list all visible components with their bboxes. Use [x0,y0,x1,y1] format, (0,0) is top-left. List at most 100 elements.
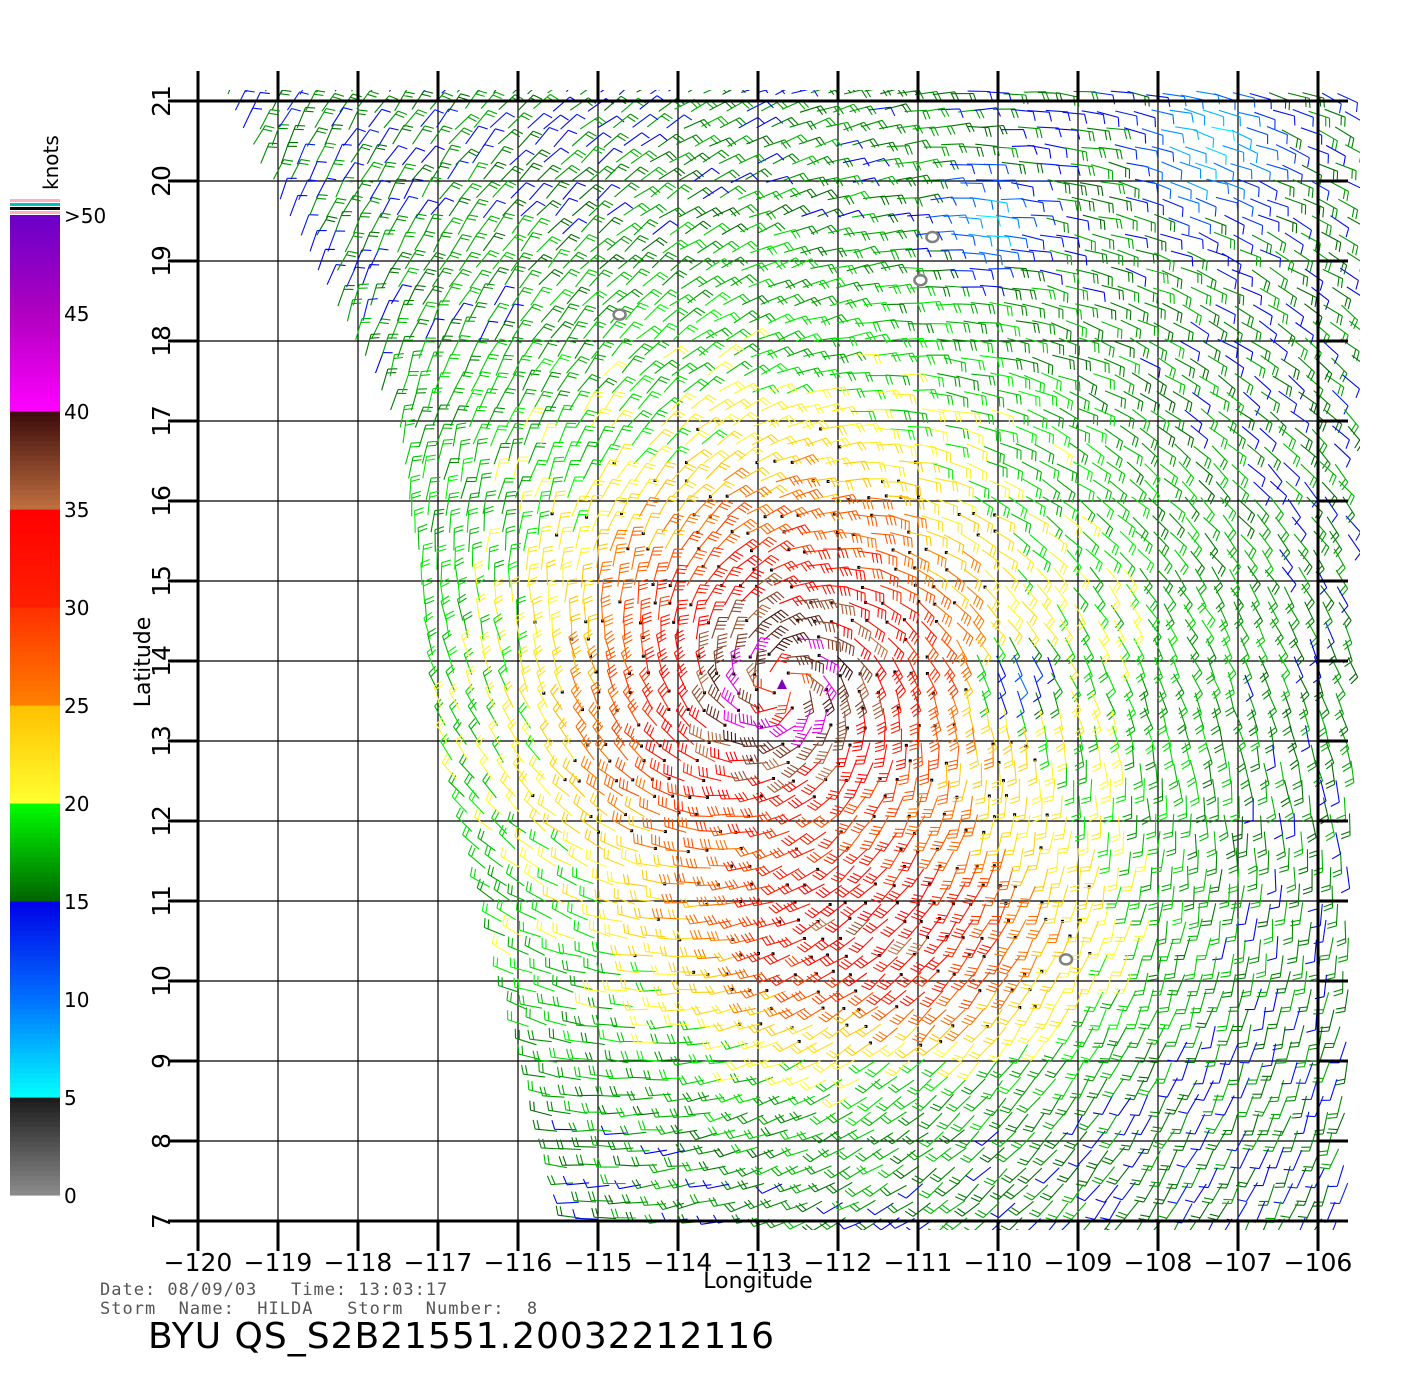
wind-barb [580,496,1071,1042]
wind-barb [726,484,971,1043]
wind-barb [757,811,978,887]
wind-barb [704,566,853,796]
colorbar-band [10,215,60,221]
colorbar-band [10,396,60,402]
rain-flag-dot [821,1006,825,1010]
colorbar-band [10,567,60,574]
longitude-tick-label: −108 [1124,1248,1193,1277]
wind-barb [523,386,1073,1078]
colorbar-cap-stripe-black [10,207,60,210]
colorbar-band [10,1106,60,1113]
wind-barb [1230,163,1253,180]
colorbar-band [10,974,60,980]
colorbar-band [10,322,60,329]
colorbar-band [10,1116,60,1123]
wind-barb [763,625,789,641]
rain-flag-dot [936,969,940,973]
colorbar-band [10,631,60,637]
rain-flag-dot [848,743,852,747]
rain-flag-dot [738,1022,742,1026]
wind-barb [763,139,1251,1230]
wind-barb [414,496,1208,1123]
colorbar-band [10,425,60,432]
rain-flag-dot [563,778,567,782]
wind-barb [587,467,988,1018]
wind-barb [950,197,977,208]
wind-barb [620,409,1067,1080]
colorbar-band [10,401,60,407]
colorbar-band [10,950,60,956]
wind-barb [633,549,1036,1010]
wind-barb [398,222,1297,1096]
wind-barb [493,446,1102,1058]
wind-barb [501,496,1120,1045]
colorbar-band [10,734,60,740]
colorbar-band [10,445,60,451]
wind-barb [381,90,1360,1222]
wind-barb [798,638,825,650]
colorbar-band [10,714,60,721]
wind-barb [721,687,739,711]
wind-barb [575,393,1078,1071]
colorbar-band [10,376,60,383]
wind-barb [832,690,852,751]
wind-barb [571,645,582,673]
wind-barb [441,432,1110,1069]
wind-barb [683,538,972,948]
colorbar-band [10,842,60,848]
wind-barb [730,770,757,782]
wind-barb [546,480,1031,1041]
colorbar-band [10,636,60,642]
wind-barb [605,531,814,851]
wind-barb [975,780,1069,1045]
rain-flag-dot [597,830,601,834]
colorbar-band [10,690,60,696]
wind-barb [717,789,941,937]
wind-barb [390,90,1355,1202]
colorbar-band [10,695,60,701]
wind-barb [556,511,1023,957]
wind-barb [792,710,811,732]
colorbar-band [10,866,60,873]
rain-flag-dot [893,670,897,674]
wind-barb [640,463,1036,991]
rain-flag-dot [604,742,608,746]
rain-flag-dot [1001,779,1005,783]
rain-flag-dot [686,707,690,711]
rain-flag-dot [982,830,986,834]
wind-barb [818,654,840,676]
colorbar-band [10,533,60,539]
wind-barb [611,810,723,907]
wind-barb [717,518,1016,1019]
wind-barb [1330,1182,1349,1205]
rain-flag-dot [650,777,654,781]
wind-barb [656,599,935,973]
wind-barb [473,372,1065,1010]
wind-barb [595,602,1016,995]
rain-flag-dot [671,794,675,798]
wind-barb [443,117,1357,1152]
wind-barb [631,506,933,852]
wind-barb [622,584,1021,993]
rain-flag-dot [531,794,535,798]
wind-barb [941,177,968,187]
colorbar-band [10,754,60,760]
wind-barb [749,637,771,658]
colorbar-band [10,548,60,554]
wind-barb [993,179,1020,190]
wind-barb [1012,216,1038,227]
wind-barb [592,113,1246,1125]
colorbar-band [10,621,60,628]
colorbar-band [10,254,60,260]
rain-flag-dot [696,427,700,431]
wind-barb [527,112,1323,145]
wind-barb [377,127,1351,1190]
longitude-tick-label: −115 [564,1248,633,1277]
colorbar-band [10,719,60,726]
wind-barb [1193,129,1215,148]
wind-barb [623,723,642,747]
colorbar-band [10,494,60,500]
wind-barb [436,284,1150,1106]
wind-barb [390,97,1330,1197]
colorbar-band [10,651,60,657]
